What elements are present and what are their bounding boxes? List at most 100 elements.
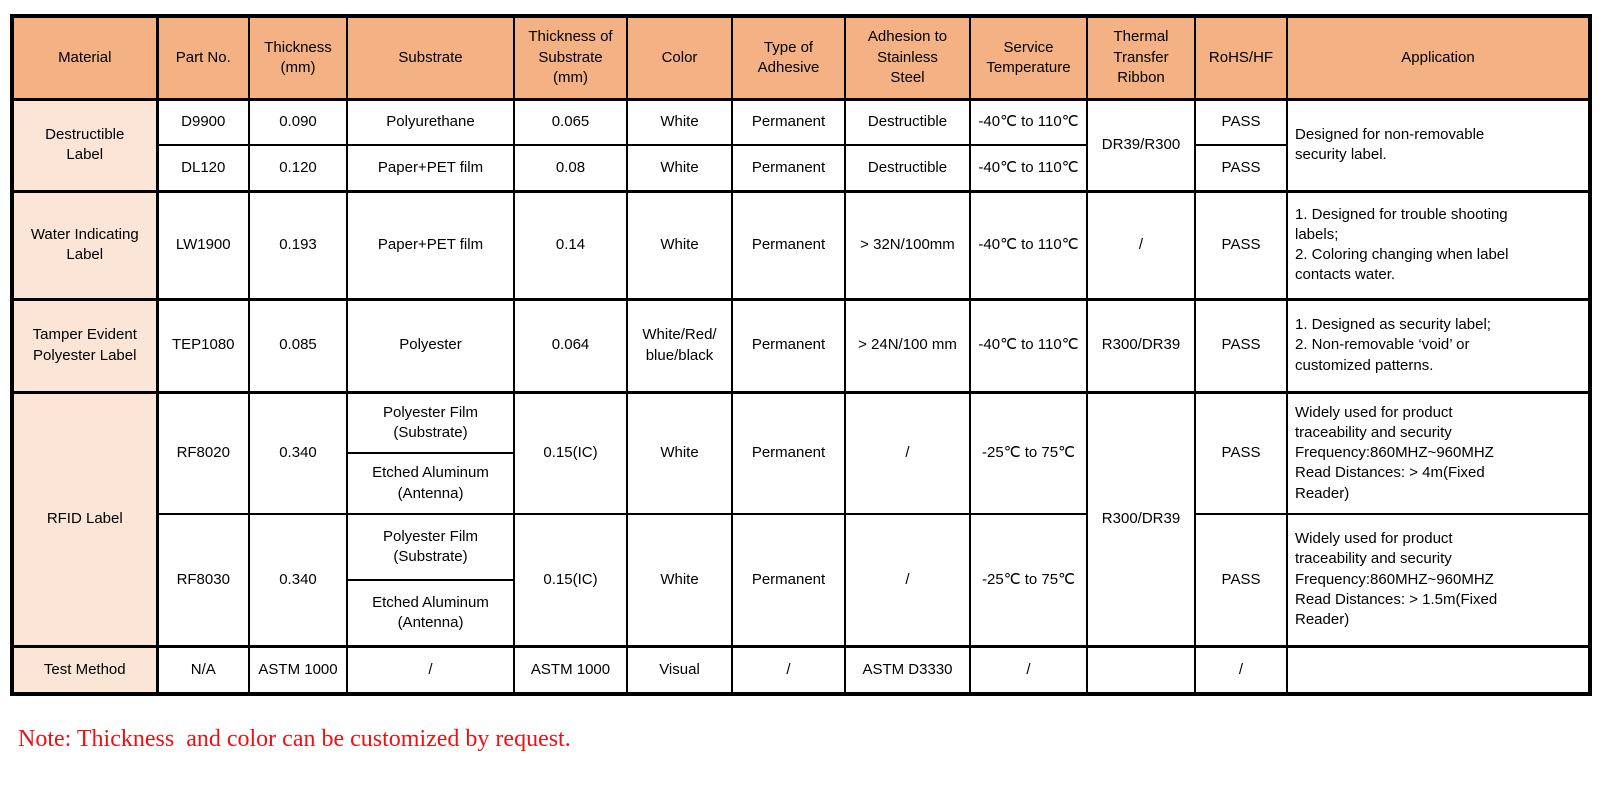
cell-service-temp: -40℃ to 110℃ — [969, 297, 1088, 393]
cell-substrate: Polyester — [346, 297, 515, 393]
cell-substrate-layer-1: Polyester Film (Substrate) — [346, 513, 515, 581]
cell-substrate: Paper+PET film — [346, 144, 515, 192]
cell-adhesive: Permanent — [731, 513, 846, 647]
cell-substrate-thickness: 0.065 — [513, 98, 628, 146]
page: Material Part No. Thickness (mm) Substra… — [10, 14, 1592, 752]
cell-thickness: 0.193 — [248, 189, 348, 300]
cell-application: 1. Designed for trouble shooting labels;… — [1286, 189, 1591, 300]
cell-adhesion: / — [844, 390, 971, 515]
cell-thermal-ribbon: / — [1086, 189, 1196, 300]
cell-rohs: PASS — [1194, 98, 1288, 146]
cell-material: Tamper Evident Polyester Label — [11, 297, 159, 393]
col-header-thermal-ribbon: Thermal Transfer Ribbon — [1086, 15, 1196, 101]
cell-adhesion: > 24N/100 mm — [844, 297, 971, 393]
cell-substrate: Polyurethane — [346, 98, 515, 146]
col-header-application: Application — [1286, 15, 1591, 101]
cell-color: White — [626, 390, 733, 515]
cell-part-no: RF8020 — [156, 390, 250, 515]
cell-adhesion: Destructible — [844, 98, 971, 146]
spec-table: Material Part No. Thickness (mm) Substra… — [10, 14, 1592, 696]
cell-application: Designed for non-removable security labe… — [1286, 98, 1591, 192]
cell-thermal-ribbon: DR39/R300 — [1086, 98, 1196, 192]
cell-application: Widely used for product traceability and… — [1286, 390, 1591, 515]
header-row: Material Part No. Thickness (mm) Substra… — [11, 15, 1591, 101]
cell-color: White — [626, 98, 733, 146]
cell-part-no: LW1900 — [156, 189, 250, 300]
cell-substrate-thickness: 0.08 — [513, 144, 628, 192]
cell-adhesive: Permanent — [731, 297, 846, 393]
cell-thermal-ribbon — [1086, 644, 1196, 695]
cell-substrate-thickness: 0.14 — [513, 189, 628, 300]
col-header-rohs: RoHS/HF — [1194, 15, 1288, 101]
cell-substrate-layer-2: Etched Aluminum (Antenna) — [346, 579, 515, 647]
row-dl120: DL120 0.120 Paper+PET film 0.08 White Pe… — [12, 144, 1590, 192]
cell-color: White — [626, 189, 733, 300]
cell-service-temp: -40℃ to 110℃ — [969, 144, 1088, 192]
row-tep1080: Tamper Evident Polyester Label TEP1080 0… — [11, 297, 1591, 393]
col-header-adhesion: Adhesion to Stainless Steel — [844, 15, 971, 101]
cell-adhesive: Permanent — [731, 189, 846, 300]
col-header-adhesive-type: Type of Adhesive — [731, 15, 846, 101]
cell-rohs: PASS — [1194, 513, 1288, 647]
cell-part-no: RF8030 — [156, 513, 250, 647]
cell-color: White — [626, 144, 733, 192]
cell-adhesive: Permanent — [731, 390, 846, 515]
cell-part-no: TEP1080 — [156, 297, 250, 393]
cell-thickness: 0.120 — [248, 144, 348, 192]
row-rf8020-layer2: Etched Aluminum (Antenna) — [12, 452, 1590, 515]
cell-service-temp: -40℃ to 110℃ — [969, 189, 1088, 300]
row-d9900: Destructible Label D9900 0.090 Polyureth… — [11, 98, 1591, 192]
cell-application: 1. Designed as security label; 2. Non-re… — [1286, 297, 1591, 393]
cell-thickness: 0.340 — [248, 513, 348, 647]
cell-substrate-thickness: 0.15(IC) — [513, 390, 628, 515]
col-header-part-no: Part No. — [156, 15, 250, 101]
row-lw1900: Water Indicating Label LW1900 0.193 Pape… — [11, 189, 1591, 300]
cell-service-temp: -25℃ to 75℃ — [969, 390, 1088, 515]
cell-material: Water Indicating Label — [11, 189, 159, 300]
col-header-thickness: Thickness (mm) — [248, 15, 348, 101]
col-header-color: Color — [626, 15, 733, 101]
cell-rohs: PASS — [1194, 189, 1288, 300]
cell-adhesion: > 32N/100mm — [844, 189, 971, 300]
cell-adhesive: / — [731, 644, 846, 695]
col-header-service-temp: Service Temperature — [969, 15, 1088, 101]
cell-part-no: DL120 — [156, 144, 250, 192]
col-header-material: Material — [11, 15, 159, 101]
cell-color: White — [626, 513, 733, 647]
cell-part-no: N/A — [156, 644, 250, 695]
cell-substrate-thickness: ASTM 1000 — [513, 644, 628, 695]
cell-service-temp: -25℃ to 75℃ — [969, 513, 1088, 647]
row-test-method: Test Method N/A ASTM 1000 / ASTM 1000 Vi… — [11, 644, 1591, 695]
cell-rohs: PASS — [1194, 297, 1288, 393]
cell-rohs: PASS — [1194, 390, 1288, 515]
cell-rohs: / — [1194, 644, 1288, 695]
cell-substrate-layer-1: Polyester Film (Substrate) — [346, 390, 515, 454]
cell-material: Destructible Label — [11, 98, 159, 192]
cell-thickness: ASTM 1000 — [248, 644, 348, 695]
cell-material: RFID Label — [11, 390, 159, 647]
cell-color: Visual — [626, 644, 733, 695]
row-rf8030-layer2: Etched Aluminum (Antenna) — [12, 579, 1590, 647]
customization-note: Note: Thickness and color can be customi… — [18, 726, 571, 752]
cell-color: White/Red/ blue/black — [626, 297, 733, 393]
col-header-substrate-thickness: Thickness of Substrate (mm) — [513, 15, 628, 101]
cell-adhesion: Destructible — [844, 144, 971, 192]
row-rf8030: RF8030 0.340 Polyester Film (Substrate) … — [12, 513, 1591, 647]
cell-substrate-layer-2: Etched Aluminum (Antenna) — [346, 452, 515, 515]
cell-application: Widely used for product traceability and… — [1286, 513, 1591, 647]
cell-adhesion: ASTM D3330 — [844, 644, 971, 695]
cell-part-no: D9900 — [156, 98, 250, 146]
cell-substrate: Paper+PET film — [346, 189, 515, 300]
cell-thickness: 0.090 — [248, 98, 348, 146]
col-header-substrate: Substrate — [346, 15, 515, 101]
cell-adhesive: Permanent — [731, 98, 846, 146]
cell-thermal-ribbon: R300/DR39 — [1086, 297, 1196, 393]
cell-adhesive: Permanent — [731, 144, 846, 192]
cell-rohs: PASS — [1194, 144, 1288, 192]
cell-substrate-thickness: 0.064 — [513, 297, 628, 393]
row-rf8020: RFID Label RF8020 0.340 Polyester Film (… — [11, 390, 1591, 647]
cell-thermal-ribbon: R300/DR39 — [1086, 390, 1196, 647]
cell-service-temp: / — [969, 644, 1088, 695]
cell-thickness: 0.085 — [248, 297, 348, 393]
cell-adhesion: / — [844, 513, 971, 647]
